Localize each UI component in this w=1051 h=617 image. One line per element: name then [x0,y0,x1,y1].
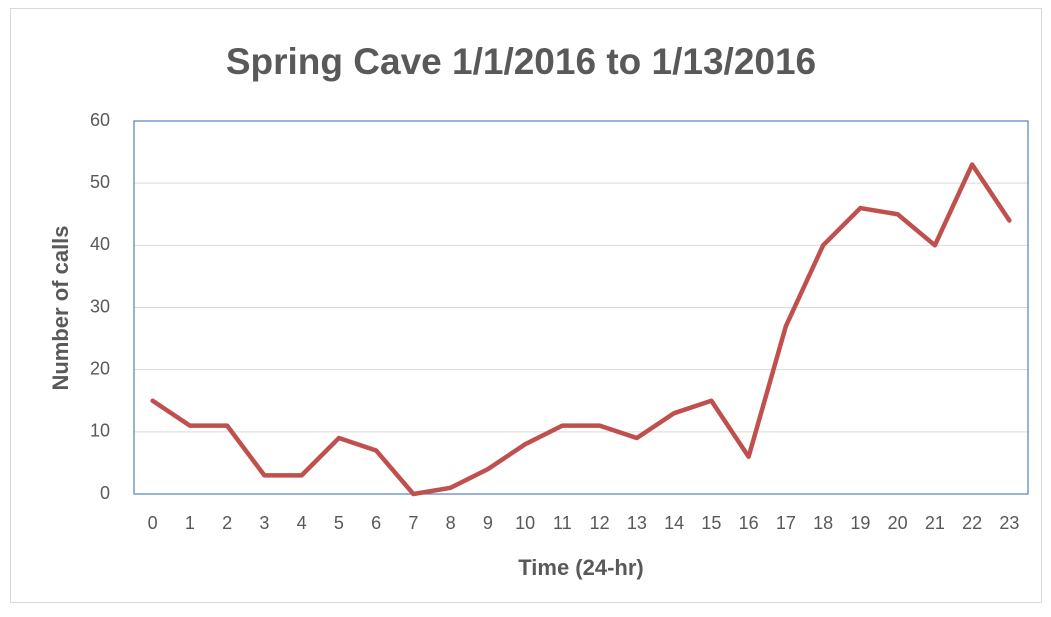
data-line [150,162,1012,497]
y-tick-label: 50 [90,172,110,192]
y-tick-label: 30 [90,296,110,316]
x-tick-label: 5 [334,513,344,533]
y-tick-label: 0 [100,483,110,503]
y-axis-title: Number of calls [48,225,73,390]
x-tick-label: 14 [664,513,684,533]
x-tick-label: 13 [627,513,647,533]
x-tick-label: 22 [962,513,982,533]
x-tick-label: 18 [813,513,833,533]
x-tick-label: 10 [515,513,535,533]
chart-border [10,8,1042,603]
x-tick-label: 16 [739,513,759,533]
x-tick-label: 9 [483,513,493,533]
x-tick-label: 8 [446,513,456,533]
x-tick-label: 6 [371,513,381,533]
x-tick-label: 0 [148,513,158,533]
y-tick-label: 10 [90,421,110,441]
x-tick-label: 15 [701,513,721,533]
y-tick-label: 40 [90,234,110,254]
x-tick-label: 20 [888,513,908,533]
x-tick-label: 11 [553,513,572,533]
plot-border [133,120,1029,495]
x-tick-label: 21 [925,513,945,533]
y-tick-label: 20 [90,358,110,378]
chart-title: Spring Cave 1/1/2016 to 1/13/2016 [226,41,816,82]
x-tick-label: 1 [185,513,195,533]
x-tick-label: 23 [999,513,1019,533]
x-tick-label: 17 [776,513,796,533]
x-tick-label: 7 [408,513,418,533]
x-axis-title: Time (24-hr) [518,555,644,580]
y-tick-label: 60 [90,110,110,130]
x-tick-label: 4 [297,513,307,533]
x-tick-label: 2 [222,513,232,533]
x-tick-label: 3 [259,513,269,533]
x-tick-label: 19 [850,513,870,533]
x-tick-label: 12 [590,513,610,533]
